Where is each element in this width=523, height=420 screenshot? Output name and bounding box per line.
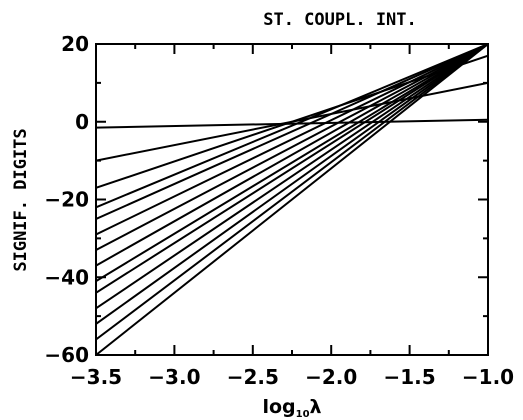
series-line-1	[96, 44, 488, 355]
chart-title: ST. COUPL. INT.	[263, 10, 417, 30]
y-tick-label: 0	[75, 110, 89, 134]
x-tick-label: −3.0	[148, 365, 200, 389]
y-tick-label: −60	[44, 343, 89, 367]
y-axis-label: SIGNIF. DIGITS	[11, 128, 31, 271]
x-tick-label: −1.5	[384, 365, 436, 389]
x-axis-label-symbol: λ	[310, 396, 322, 418]
y-tick-label: −20	[44, 188, 89, 212]
y-tick-label: 20	[61, 32, 89, 56]
series-line-2	[96, 44, 488, 341]
x-axis-label-base: log	[262, 396, 295, 418]
x-tick-label: −2.5	[227, 365, 279, 389]
x-tick-label: −2.0	[305, 365, 357, 389]
series-group	[96, 44, 488, 355]
tick-labels-group: −3.5 −3.0 −2.5 −2.0 −1.5 −1.0 −60 −40 −20 0 20	[44, 32, 514, 389]
y-tick-label: −40	[44, 265, 89, 289]
x-tick-label: −1.0	[462, 365, 514, 389]
series-line-3	[96, 44, 488, 325]
ticks-group	[95, 43, 489, 356]
series-line-7	[96, 44, 488, 267]
series-line-11	[96, 44, 488, 209]
series-line-4	[96, 44, 488, 310]
x-axis-label: log10λ	[262, 396, 321, 420]
series-line-13	[96, 81, 488, 162]
x-axis-label-subscript: 10	[296, 409, 310, 420]
series-line-9	[96, 44, 488, 236]
x-tick-label: −3.5	[70, 365, 122, 389]
series-line-10	[96, 44, 488, 220]
series-line-5	[96, 44, 488, 294]
series-line-6	[96, 44, 488, 282]
series-line-14	[96, 118, 488, 129]
